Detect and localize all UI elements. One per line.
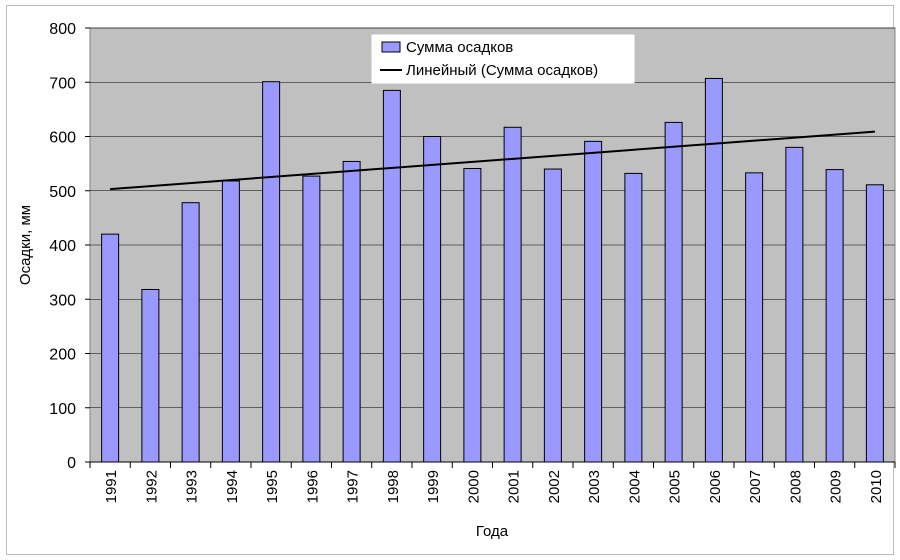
x-tick-label: 1995 (264, 470, 281, 503)
y-tick-label: 300 (49, 292, 76, 309)
legend-bar-swatch (381, 41, 401, 53)
x-tick-label: 1998 (385, 470, 402, 503)
bar-1996 (302, 175, 321, 463)
y-tick-label: 600 (49, 130, 76, 147)
legend: Сумма осадков Линейный (Сумма осадков) (371, 34, 635, 84)
bar-2010 (865, 184, 884, 463)
y-axis-title: Осадки, мм (17, 205, 34, 285)
bar-2000 (463, 168, 482, 463)
x-tick-label: 1999 (425, 470, 442, 503)
legend-box (371, 34, 635, 84)
y-tick-label: 800 (49, 21, 76, 38)
bar-2003 (584, 140, 603, 463)
x-tick-label: 2006 (707, 470, 724, 503)
bar-1999 (423, 136, 442, 463)
x-tick-label: 2010 (868, 470, 885, 503)
x-tick-label: 2003 (586, 470, 603, 503)
x-tick-label: 2009 (828, 470, 845, 503)
bar-2009 (825, 169, 844, 463)
bar-2008 (785, 146, 804, 463)
bar-series (101, 77, 884, 463)
x-tick-label: 1997 (345, 470, 362, 503)
x-tick-label: 1992 (143, 470, 160, 503)
y-axis-ticks: 0 100 200 300 400 500 600 700 800 (49, 21, 90, 472)
x-tick-label: 2005 (667, 470, 684, 503)
bar-2006 (704, 77, 723, 463)
legend-bar-label: Сумма осадков (406, 39, 513, 56)
bar-2002 (543, 168, 562, 463)
x-tick-label: 1996 (304, 470, 321, 503)
bar-1992 (141, 288, 160, 463)
x-tick-label: 2001 (506, 470, 523, 503)
x-tick-label: 2002 (546, 470, 563, 503)
x-tick-label: 2008 (787, 470, 804, 503)
x-tick-label: 2004 (626, 470, 643, 503)
y-tick-label: 0 (67, 455, 76, 472)
x-axis-title: Года (476, 523, 509, 540)
bar-2004 (624, 172, 643, 463)
y-tick-label: 700 (49, 75, 76, 92)
bar-1998 (382, 89, 401, 463)
bar-1991 (101, 233, 120, 463)
y-tick-label: 500 (49, 184, 76, 201)
trend-line (110, 130, 875, 191)
y-tick-label: 400 (49, 238, 76, 255)
x-tick-label: 2000 (465, 470, 482, 503)
legend-line-label: Линейный (Сумма осадков) (406, 62, 598, 79)
bar-1994 (221, 180, 240, 463)
bar-2005 (664, 121, 683, 463)
x-tick-label: 1991 (103, 470, 120, 503)
bar-1993 (181, 202, 200, 463)
bar-1997 (342, 160, 361, 463)
bar-1995 (262, 81, 281, 463)
x-tick-label: 1994 (224, 470, 241, 503)
x-tick-label: 2007 (747, 470, 764, 503)
x-axis-ticks: 1991 1992 1993 1994 1995 1996 1997 1998 1999 2000… (89, 462, 896, 503)
y-tick-label: 100 (49, 401, 76, 418)
x-tick-label: 1993 (184, 470, 201, 503)
bar-2007 (745, 172, 764, 463)
y-tick-label: 200 (49, 347, 76, 364)
bar-2001 (503, 126, 522, 463)
